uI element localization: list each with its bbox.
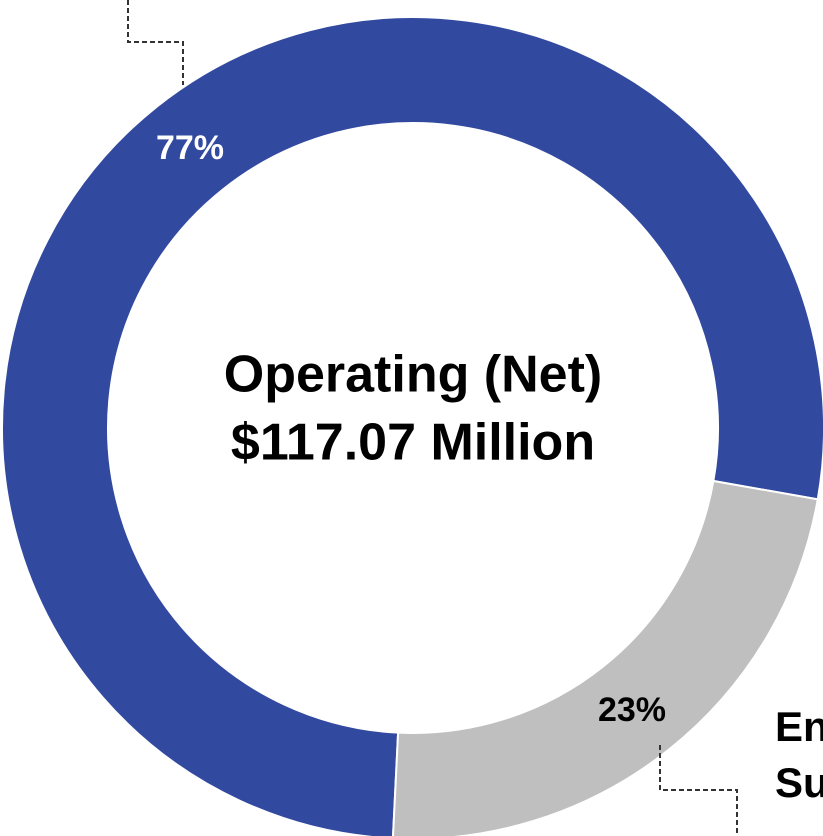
leader-line <box>127 0 184 85</box>
slice <box>392 479 819 836</box>
leader-line <box>659 745 738 836</box>
center-value: $117.07 Million <box>231 414 595 472</box>
center-title: Operating (Net) <box>224 346 602 404</box>
annotation: Su <box>775 759 823 806</box>
value-label: 23% <box>598 691 666 729</box>
annotation: En <box>775 703 823 750</box>
value-label: 77% <box>156 129 224 167</box>
